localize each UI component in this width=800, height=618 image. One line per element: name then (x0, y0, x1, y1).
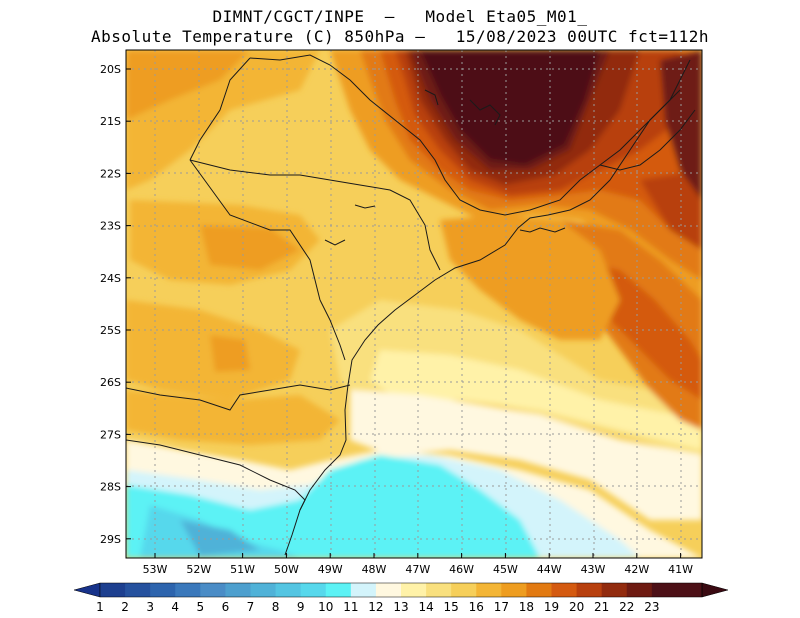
colorbar-label: 5 (197, 600, 205, 614)
colorbar-min-arrow (73, 582, 101, 598)
colorbar-swatch (100, 583, 126, 597)
lat-label: 28S (100, 481, 121, 494)
lon-label: 45W (493, 563, 518, 576)
colorbar-swatch (526, 583, 552, 597)
colorbar-label: 12 (368, 600, 383, 614)
colorbar-swatch (225, 583, 251, 597)
colorbar-swatch (576, 583, 603, 597)
title-line-2: Absolute Temperature (C) 850hPa – 15/08/… (90, 27, 710, 46)
coastline (284, 59, 691, 556)
colorbar-swatch (200, 583, 226, 597)
border-ms-sp (189, 57, 251, 161)
lat-label: 22S (100, 167, 121, 180)
colorbar-outline (99, 582, 703, 598)
colorbar-label: 20 (569, 600, 584, 614)
lon-label: 41W (668, 563, 693, 576)
lon-label: 53W (143, 563, 168, 576)
lat-label: 23S (100, 220, 121, 233)
colorbar-label: 17 (494, 600, 509, 614)
lon-label: 44W (537, 563, 562, 576)
border-pr-sc (126, 384, 351, 411)
colorbar-max-arrow (701, 582, 729, 598)
colorbar-swatch (601, 583, 628, 597)
colorbar-label: 4 (171, 600, 179, 614)
lon-label: 42W (624, 563, 649, 576)
colorbar-swatch (426, 583, 452, 597)
colorbar: 1 2 3 4 5 6 7 8 9 10 11 12 13 14 15 16 17 18 19 20 21 22 23 (73, 582, 729, 614)
lon-label: 51W (230, 563, 255, 576)
colorbar-swatch (250, 583, 277, 597)
boundaries (126, 54, 696, 556)
lat-label: 26S (100, 376, 121, 389)
lon-label: 48W (362, 563, 387, 576)
title-line-1: DIMNT/CGCT/INPE – Model Eta05_M01_ (212, 7, 588, 26)
border-ms-pr (189, 159, 321, 301)
border-mg-sp (249, 54, 681, 216)
lat-label: 27S (100, 428, 121, 441)
lon-label: 52W (186, 563, 211, 576)
colorbar-swatch (300, 583, 327, 597)
colorbar-label: 6 (222, 600, 230, 614)
colorbar-swatch (375, 583, 402, 597)
colorbar-swatch (551, 583, 578, 597)
colorbar-swatch (626, 583, 653, 597)
colorbar-label: 2 (121, 600, 129, 614)
lon-label: 47W (405, 563, 430, 576)
colorbar-swatch (676, 583, 703, 597)
map-frame (125, 49, 703, 559)
colorbar-swatch (350, 583, 377, 597)
colorbar-swatch (325, 583, 352, 597)
lat-label: 29S (100, 533, 121, 546)
lon-label: 50W (274, 563, 299, 576)
border-sp-pr (189, 159, 441, 271)
colorbar-label: 22 (619, 600, 634, 614)
colorbar-label: 15 (444, 600, 459, 614)
colorbar-swatch (125, 583, 151, 597)
lon-axis: 53W 52W 51W 50W 49W 48W 47W 46W 45W 44W 43W 42W 41W (143, 553, 693, 576)
colorbar-swatch (501, 583, 527, 597)
colorbar-swatch (451, 583, 477, 597)
colorbar-label: 21 (594, 600, 609, 614)
colorbar-label: 3 (146, 600, 154, 614)
colorbar-label: 10 (318, 600, 333, 614)
lat-label: 25S (100, 324, 121, 337)
colorbar-swatch (175, 583, 201, 597)
border-mg-rj (599, 109, 696, 171)
lat-axis: 20S 21S 22S 23S 24S 25S 26S 27S 28S 29S (100, 63, 131, 546)
colorbar-swatch (651, 583, 678, 597)
lat-label: 21S (100, 115, 121, 128)
lon-label: 43W (581, 563, 606, 576)
colorbar-label: 7 (247, 600, 255, 614)
colorbar-swatch (275, 583, 302, 597)
colorbar-label: 23 (644, 600, 659, 614)
colorbar-label: 1 (96, 600, 104, 614)
lat-label: 24S (100, 272, 121, 285)
lon-label: 46W (449, 563, 474, 576)
colorbar-label: 19 (544, 600, 559, 614)
lat-label: 20S (100, 63, 121, 76)
colorbar-label: 14 (418, 600, 433, 614)
colorbar-label: 16 (469, 600, 484, 614)
colorbar-swatch (476, 583, 502, 597)
graticule (126, 50, 702, 558)
border-west (319, 299, 346, 361)
colorbar-label: 13 (393, 600, 408, 614)
colorbar-label: 9 (297, 600, 305, 614)
lon-label: 49W (318, 563, 343, 576)
colorbar-label: 8 (272, 600, 280, 614)
border-sc-rs (126, 439, 306, 511)
colorbar-label: 11 (343, 600, 358, 614)
temperature-field (126, 50, 702, 558)
colorbar-swatch (150, 583, 176, 597)
colorbar-swatch (401, 583, 427, 597)
colorbar-label: 18 (519, 600, 534, 614)
